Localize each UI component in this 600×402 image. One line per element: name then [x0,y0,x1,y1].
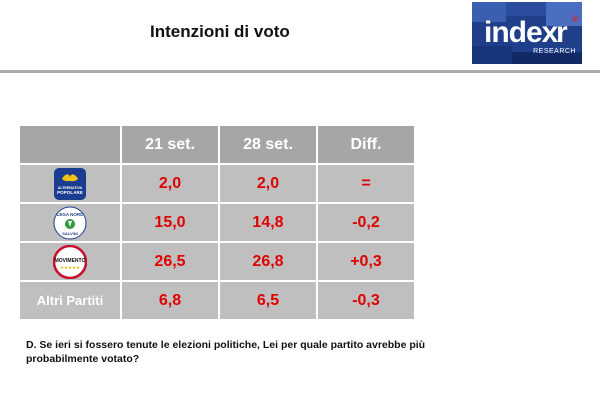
alternativa-popolare-logo: ALTERNATIVA POPOLARE [54,167,86,200]
value-21-set: 6,8 [120,280,220,321]
alternativa-logo-line2: POPOLARE [57,190,83,195]
logo-letter: r [556,16,568,49]
value-28-set: 6,5 [218,280,318,321]
lega-logo-line1: LEGA NORD [57,212,85,217]
index-research-logo: index r ® RESEARCH [472,2,582,64]
table-row: Altri Partiti 6,8 6,5 -0,3 [18,280,416,321]
header-cell-diff: Diff. [316,124,416,165]
party-cell: LEGA NORD SALVINI [18,202,122,243]
lega-nord-logo: LEGA NORD SALVINI [53,206,87,239]
value-diff: +0,3 [316,241,416,282]
table-row: MOVIMENTO ★★★★★ 26,5 26,8 +0,3 [18,241,416,282]
table-header-row: 21 set. 28 set. Diff. [18,124,416,165]
vote-intention-table: 21 set. 28 set. Diff. ALTERNATIVA POPOLA… [18,124,416,321]
value-21-set: 15,0 [120,202,220,243]
value-28-set: 2,0 [218,163,318,204]
value-21-set: 26,5 [120,241,220,282]
logo-subtitle: RESEARCH [533,48,576,55]
table-row: ALTERNATIVA POPOLARE 2,0 2,0 = [18,163,416,204]
header-divider [0,70,600,73]
table-row: LEGA NORD SALVINI 15,0 14,8 -0,2 [18,202,416,243]
header-cell-28-set: 28 set. [218,124,318,165]
value-21-set: 2,0 [120,163,220,204]
value-diff: = [316,163,416,204]
party-cell: MOVIMENTO ★★★★★ [18,241,122,282]
value-28-set: 14,8 [218,202,318,243]
survey-question: D. Se ieri si fossero tenute le elezioni… [26,339,426,365]
party-label-altri: Altri Partiti [18,280,122,321]
movimento-5-stelle-logo: MOVIMENTO ★★★★★ [53,244,87,279]
m5s-logo-line1: MOVIMENTO [55,258,86,264]
lega-logo-line2: SALVINI [62,231,77,236]
page-title: Intenzioni di voto [150,22,290,41]
header-cell-21-set: 21 set. [120,124,220,165]
party-cell: ALTERNATIVA POPOLARE [18,163,122,204]
value-diff: -0,2 [316,202,416,243]
alternativa-logo-line1: ALTERNATIVA [58,186,83,190]
m5s-logo-stars: ★★★★★ [60,265,80,271]
header-cell-empty [18,124,122,165]
logo-registered: ® [572,14,579,24]
value-diff: -0,3 [316,280,416,321]
logo-blocks [472,2,582,64]
logo-word: index [484,16,558,49]
value-28-set: 26,8 [218,241,318,282]
